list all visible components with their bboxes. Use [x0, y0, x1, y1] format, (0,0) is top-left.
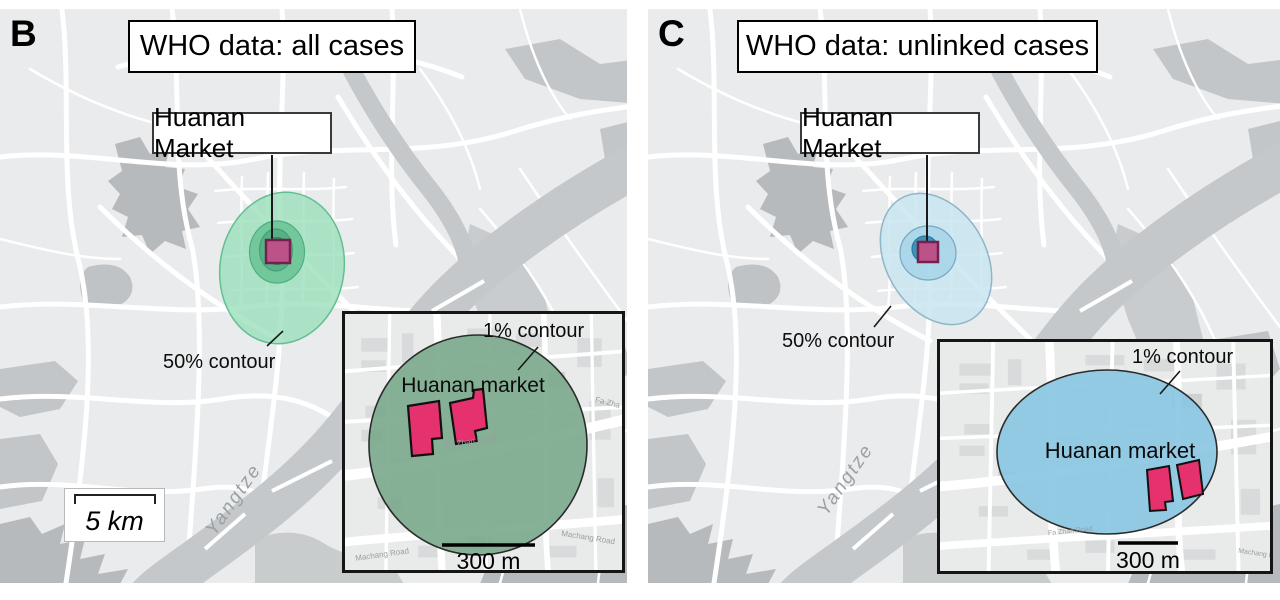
panel-title: WHO data: all cases — [128, 20, 416, 73]
market-building-west — [406, 399, 444, 458]
contour1-label: 1% contour — [1132, 346, 1234, 368]
inset-scale-label: 300 m — [1116, 547, 1180, 573]
market-building-east — [448, 387, 489, 446]
market-building-west — [1145, 464, 1175, 513]
scale-label: 5 km — [85, 506, 144, 536]
panel-title: WHO data: unlinked cases — [737, 20, 1098, 73]
contour50-label: 50% contour — [782, 330, 895, 352]
market-square — [916, 240, 940, 264]
market-square — [264, 238, 292, 265]
panel-title-text: WHO data: unlinked cases — [745, 30, 1090, 62]
contour-1pct-green — [368, 334, 588, 556]
market-label-text: Huanan Market — [802, 102, 894, 163]
inset-b: 1% contour Huanan market 300 m Fa Zhan R… — [342, 311, 625, 573]
panel-c-map — [648, 9, 1280, 583]
contour50-leader-line — [873, 305, 892, 328]
inset-market-label: Huanan market — [1044, 438, 1196, 463]
market-label: Huanan Market — [152, 102, 332, 163]
inset-c: 1% contour Huanan market 300 m Fa Zhan R… — [937, 339, 1273, 574]
inset-market-label: Huanan market — [401, 374, 545, 397]
inset-scale-label: 300 m — [456, 548, 521, 573]
panel-b: B WHO data: all cases Huanan Market 50% … — [0, 9, 627, 583]
inset-c-map — [940, 342, 1270, 571]
contour50-leader-line — [266, 330, 284, 347]
inset-b-map — [345, 314, 622, 570]
contour1-leader-line — [517, 346, 539, 371]
market-building-east — [1175, 458, 1205, 501]
market-label-text: Huanan Market — [154, 102, 246, 163]
panel-letter: C — [658, 13, 685, 54]
panel-title-text: WHO data: all cases — [139, 30, 405, 62]
scale-bracket — [73, 494, 156, 504]
contour1-leader-line — [1159, 370, 1181, 395]
contour1-label: 1% contour — [483, 320, 585, 342]
contour50-label: 50% contour — [163, 351, 276, 373]
panel-b-map — [0, 9, 627, 583]
scale-box: 5 km — [64, 488, 165, 542]
panel-c: C WHO data: unlinked cases Huanan Market… — [648, 9, 1280, 583]
panel-letter: B — [10, 13, 37, 54]
market-label: Huanan Market — [800, 102, 980, 163]
